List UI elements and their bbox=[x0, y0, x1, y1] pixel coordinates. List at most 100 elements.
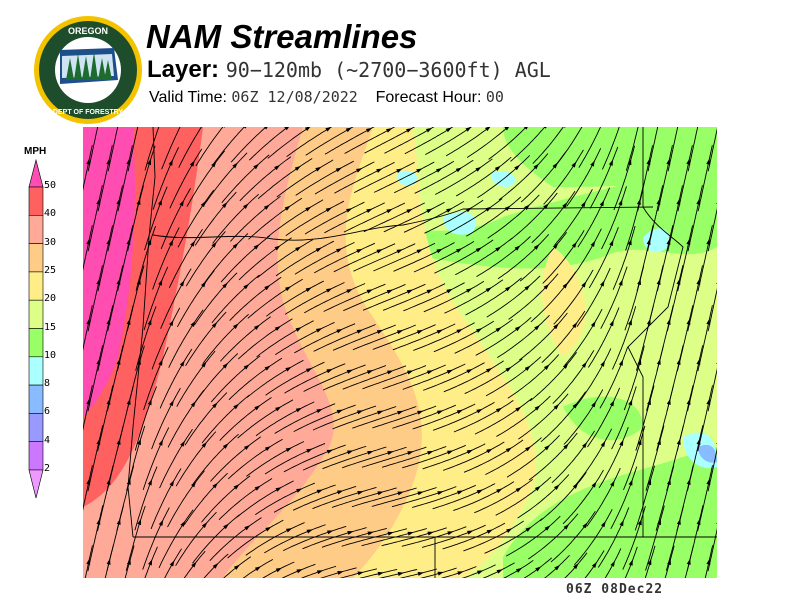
streamline bbox=[382, 364, 446, 390]
streamline bbox=[248, 127, 289, 161]
streamline-arrowhead bbox=[646, 158, 651, 165]
streamline-arrowhead bbox=[386, 289, 394, 294]
streamline bbox=[117, 225, 134, 292]
streamline-arrowhead bbox=[504, 127, 510, 131]
streamline-arrowhead bbox=[263, 204, 270, 210]
streamline-arrowhead bbox=[706, 478, 711, 485]
streamline-arrowhead bbox=[676, 278, 681, 285]
streamline-arrowhead bbox=[543, 127, 547, 129]
streamline-arrowhead bbox=[581, 281, 587, 288]
streamline bbox=[474, 478, 533, 514]
streamline-arrowhead bbox=[296, 569, 303, 574]
streamline bbox=[359, 568, 398, 578]
streamline bbox=[373, 242, 436, 272]
streamline bbox=[230, 195, 281, 242]
streamline bbox=[424, 199, 484, 234]
streamline bbox=[333, 243, 396, 273]
streamline-arrowhead bbox=[316, 489, 323, 494]
streamline-arrowhead bbox=[306, 448, 313, 453]
streamline bbox=[391, 486, 457, 508]
streamline-arrowhead bbox=[628, 319, 632, 326]
streamline-arrowhead bbox=[486, 448, 493, 454]
streamline-arrowhead bbox=[221, 202, 228, 209]
streamline-arrowhead bbox=[116, 518, 121, 525]
streamline bbox=[87, 505, 104, 572]
streamline-arrowhead bbox=[716, 202, 717, 205]
streamline bbox=[423, 362, 485, 391]
streamline bbox=[257, 158, 313, 200]
streamline bbox=[508, 273, 559, 320]
streamline bbox=[238, 237, 292, 281]
streamline bbox=[465, 277, 522, 316]
streamline-arrowhead bbox=[426, 370, 434, 375]
streamline bbox=[611, 306, 637, 370]
streamline-arrowhead bbox=[306, 529, 313, 534]
streamline bbox=[566, 148, 602, 207]
streamline-arrowhead bbox=[544, 444, 551, 451]
streamline-arrowhead bbox=[222, 443, 229, 449]
streamline-arrowhead bbox=[86, 238, 91, 245]
streamline bbox=[543, 149, 584, 205]
streamline bbox=[378, 568, 418, 578]
streamline-arrowhead bbox=[191, 561, 197, 568]
streamline bbox=[312, 486, 377, 510]
streamline bbox=[576, 267, 611, 327]
streamline-arrowhead bbox=[190, 240, 196, 247]
streamline bbox=[363, 202, 425, 233]
streamline-arrowhead bbox=[514, 325, 521, 332]
streamline-arrowhead bbox=[222, 362, 229, 369]
streamline bbox=[194, 272, 238, 326]
streamline-arrowhead bbox=[696, 438, 701, 445]
streamline bbox=[302, 527, 367, 550]
streamline bbox=[647, 185, 664, 252]
streamline bbox=[218, 478, 273, 521]
streamline-arrowhead bbox=[212, 402, 218, 409]
streamline-arrowhead bbox=[367, 450, 374, 455]
layer-value: 90−120mb (~2700−3600ft) AGL bbox=[225, 58, 551, 82]
streamline bbox=[143, 266, 169, 331]
streamline-arrowhead bbox=[437, 571, 444, 576]
streamline bbox=[247, 278, 303, 319]
streamline-arrowhead bbox=[275, 567, 283, 573]
streamline bbox=[169, 148, 203, 209]
streamline-arrowhead bbox=[387, 370, 394, 375]
streamline-arrowhead bbox=[563, 523, 570, 530]
streamline bbox=[394, 160, 455, 194]
streamline-arrowhead bbox=[505, 286, 512, 292]
streamline-arrowhead bbox=[716, 362, 717, 365]
streamline-arrowhead bbox=[562, 202, 568, 209]
streamline-arrowhead bbox=[562, 362, 569, 369]
streamline bbox=[286, 127, 333, 158]
streamline bbox=[150, 468, 182, 530]
streamline-arrowhead bbox=[427, 531, 434, 536]
streamline bbox=[201, 475, 251, 523]
streamline-arrowhead bbox=[486, 367, 493, 373]
streamline bbox=[255, 401, 315, 437]
streamline bbox=[371, 487, 437, 507]
streamline bbox=[262, 561, 295, 578]
layer-info: Layer: 90−120mb (~2700−3600ft) AGL bbox=[147, 56, 551, 84]
streamline bbox=[488, 127, 527, 160]
streamline bbox=[323, 283, 386, 312]
valid-time-value: 06Z 12/08/2022 bbox=[231, 88, 358, 106]
streamline-arrowhead bbox=[495, 246, 502, 252]
streamline bbox=[255, 482, 315, 516]
streamline bbox=[192, 514, 240, 564]
streamline-arrowhead bbox=[397, 491, 404, 496]
streamline-arrowhead bbox=[417, 572, 424, 576]
streamline bbox=[475, 316, 532, 356]
streamline bbox=[634, 465, 655, 531]
streamline-arrowhead bbox=[495, 327, 502, 333]
streamline-arrowhead bbox=[158, 359, 163, 366]
streamline bbox=[476, 235, 531, 277]
streamline bbox=[144, 127, 160, 171]
streamline-arrowhead bbox=[356, 410, 364, 415]
streamline bbox=[281, 563, 316, 578]
streamline-arrowhead bbox=[294, 165, 301, 171]
streamline bbox=[486, 275, 541, 318]
streamline bbox=[625, 127, 639, 171]
streamline bbox=[183, 550, 206, 578]
streamline bbox=[383, 201, 445, 233]
legend-tick-label: 10 bbox=[44, 349, 57, 361]
streamline-arrowhead bbox=[523, 127, 528, 130]
